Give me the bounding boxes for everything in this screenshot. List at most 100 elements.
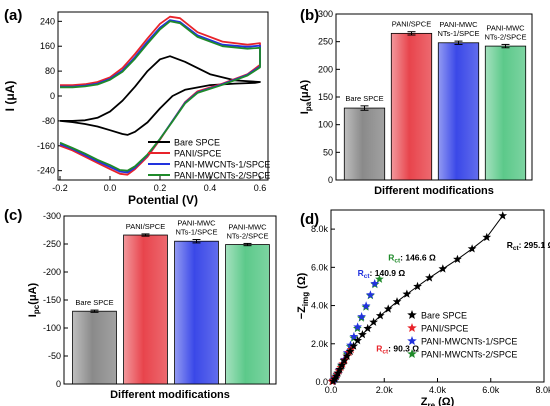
y-axis-title: I (μA) bbox=[3, 81, 17, 112]
y-tick-label: 100 bbox=[318, 120, 333, 130]
y-tick-label: -300 bbox=[43, 211, 61, 221]
y-tick-label: 200 bbox=[318, 64, 333, 74]
star-point-series-1 bbox=[467, 244, 477, 253]
star-point-series-3 bbox=[361, 301, 371, 310]
legend-label: Bare SPCE bbox=[174, 138, 220, 148]
bar-4 bbox=[225, 244, 270, 385]
y-tick-label: 150 bbox=[318, 92, 333, 102]
y-tick-label: -240 bbox=[37, 166, 55, 176]
star-point-series-1 bbox=[337, 360, 347, 369]
panel-d-nyquist-chart: 0.0 2.0k 4.0k 6.0k 8.0k 0.0 2.0k 4.0k 6.0k 8.0k Zr… bbox=[296, 209, 550, 406]
panel-b-ipa-bar-chart: 0 50 100 150 200 250 300 Bare SPCE PANI/SPCE PANI… bbox=[299, 7, 533, 197]
star-point-series-1 bbox=[402, 289, 412, 298]
rct-annotation: Rct: 90.3 Ω bbox=[376, 343, 419, 355]
star-point-series-1 bbox=[342, 351, 352, 360]
y-tick-label: -150 bbox=[43, 295, 61, 305]
x-tick-label: 0.2 bbox=[154, 183, 167, 193]
y-tick-label: 160 bbox=[40, 41, 55, 51]
x-tick-label: 6.0k bbox=[482, 385, 500, 395]
series-line-4 bbox=[59, 20, 261, 172]
y-tick-label: 50 bbox=[323, 147, 333, 157]
legend-label: Bare SPCE bbox=[421, 311, 467, 321]
bar-4 bbox=[484, 45, 527, 181]
bar-1 bbox=[72, 310, 117, 385]
y-tick-label: -160 bbox=[37, 141, 55, 151]
y-tick-label: 6.0k bbox=[311, 262, 329, 272]
bar-label: PANI-MWC bbox=[486, 23, 525, 32]
bar-label: PANI-MWC bbox=[228, 222, 267, 231]
bar-1 bbox=[343, 107, 386, 181]
panel-a-cv-chart: -0.2 0.0 0.2 0.4 0.6 -240 -160 -80 0 80 160 240 Pote… bbox=[3, 7, 270, 207]
star-point-series-3 bbox=[370, 279, 379, 288]
panel-letter: (a) bbox=[4, 7, 22, 24]
y-tick-label: 2.0k bbox=[311, 339, 329, 349]
star-point-series-1 bbox=[498, 211, 508, 220]
y-tick-label: 0 bbox=[50, 91, 55, 101]
panel-c-ipc-bar-chart: 0 -50 -100 -150 -200 -250 -300 Bare SPCE PANI/SP… bbox=[4, 207, 277, 401]
star-point-series-1 bbox=[345, 346, 355, 356]
bar-label: PANI/SPCE bbox=[126, 222, 165, 231]
bar-label: NTs-2/SPCE bbox=[226, 231, 268, 240]
bar-label: Bare SPCE bbox=[75, 298, 113, 307]
plot-frame bbox=[57, 11, 269, 181]
star-point-series-1 bbox=[339, 356, 349, 365]
x-axis-title: Potential (V) bbox=[128, 193, 198, 207]
star-point-series-1 bbox=[375, 311, 385, 320]
x-tick-label: 2.0k bbox=[376, 385, 394, 395]
star-point-series-3 bbox=[349, 331, 359, 341]
y-tick-label: 300 bbox=[318, 9, 333, 19]
bar-2 bbox=[390, 32, 433, 181]
series-line-1 bbox=[59, 55, 261, 136]
x-tick-label: 0.0 bbox=[104, 183, 117, 193]
rct-annotation: Rct: 140.9 Ω bbox=[358, 268, 406, 280]
legend-star bbox=[407, 349, 417, 358]
panel-letter: (c) bbox=[4, 207, 22, 224]
y-tick-label: -50 bbox=[48, 351, 61, 361]
star-point-series-4 bbox=[375, 274, 384, 283]
star-point-series-1 bbox=[358, 330, 367, 339]
y-axis-title: Ipc(μA) bbox=[27, 282, 41, 317]
series-line-2 bbox=[59, 15, 261, 176]
legend-label: PANI-MWCNTs-1/SPCE bbox=[421, 337, 517, 347]
y-tick-label: -200 bbox=[43, 267, 61, 277]
bar-label: NTs-1/SPCE bbox=[437, 29, 479, 38]
star-point-series-1 bbox=[363, 323, 373, 333]
star-point-series-1 bbox=[438, 264, 448, 273]
y-tick-label: 0 bbox=[328, 175, 333, 185]
star-point-series-1 bbox=[353, 335, 362, 345]
x-tick-label: -0.2 bbox=[52, 183, 68, 193]
y-tick-label: 240 bbox=[40, 16, 55, 26]
x-axis-title: Different modifications bbox=[110, 389, 230, 401]
legend-label: PANI/SPCE bbox=[421, 324, 468, 334]
y-tick-label: 0 bbox=[56, 379, 61, 389]
panel-letter: (d) bbox=[300, 211, 319, 228]
star-point-series-1 bbox=[369, 317, 378, 326]
legend-label: PANI-MWCNTs-2/SPCE bbox=[174, 171, 270, 181]
rct-annotation: Rct: 146.6 Ω bbox=[388, 253, 436, 265]
star-point-series-1 bbox=[392, 297, 402, 306]
legend-label: PANI/SPCE bbox=[174, 149, 221, 159]
x-tick-label: 0.0 bbox=[325, 385, 338, 395]
legend-label: PANI-MWCNTs-2/SPCE bbox=[421, 350, 517, 360]
legend-star bbox=[407, 310, 417, 319]
y-tick-label: 80 bbox=[45, 66, 55, 76]
panel-letter: (b) bbox=[300, 7, 319, 24]
bar-2 bbox=[123, 234, 168, 385]
star-point-series-3 bbox=[357, 312, 366, 321]
bar-3 bbox=[174, 240, 219, 385]
y-tick-label: -80 bbox=[42, 116, 55, 126]
y-tick-label: 0.0 bbox=[315, 377, 328, 387]
legend-star bbox=[407, 336, 417, 345]
bar-label: PANI/SPCE bbox=[392, 20, 431, 29]
rct-annotation: Rct: 295.1 Ω bbox=[507, 240, 550, 252]
star-point-series-3 bbox=[353, 322, 362, 331]
legend-label: PANI-MWCNTs-1/SPCE bbox=[174, 160, 270, 170]
bar-label: PANI-MWC bbox=[439, 20, 478, 29]
y-tick-label: -100 bbox=[43, 323, 61, 333]
x-tick-label: 0.6 bbox=[254, 183, 267, 193]
y-axis-title: −Zimg (Ω) bbox=[296, 272, 310, 319]
x-axis-title: Different modifications bbox=[374, 185, 494, 197]
star-point-series-1 bbox=[383, 304, 393, 313]
x-axis-title: Zre (Ω) bbox=[421, 396, 455, 406]
